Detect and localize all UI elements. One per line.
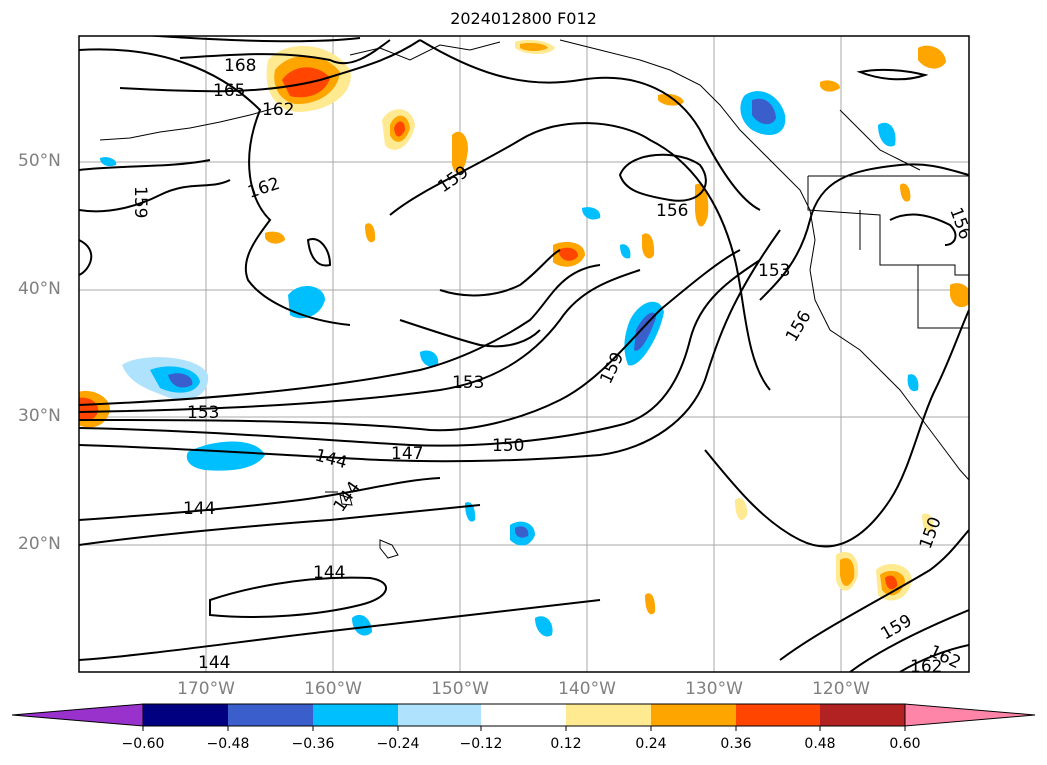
map-frame bbox=[78, 35, 970, 673]
contour-label: 162 bbox=[910, 657, 942, 677]
lat-label: 20°N bbox=[18, 534, 61, 554]
contour-label: 165 bbox=[213, 81, 245, 101]
map-background bbox=[79, 36, 969, 672]
colorbar-tick-label: 0.60 bbox=[889, 736, 921, 752]
lon-label: 170°W bbox=[177, 679, 235, 699]
colorbar-swatch bbox=[143, 704, 228, 726]
colorbar-swatch bbox=[651, 704, 736, 726]
contour-label: 144 bbox=[183, 499, 215, 519]
contour-label: 168 bbox=[224, 56, 256, 76]
colorbar-max-extend bbox=[904, 703, 1036, 727]
contour-label: 153 bbox=[187, 403, 219, 423]
colorbar-tick-label: −0.36 bbox=[291, 736, 335, 752]
colorbar-swatch bbox=[566, 704, 651, 726]
lat-label: 50°N bbox=[18, 151, 61, 171]
colorbar-tick-label: −0.24 bbox=[376, 736, 420, 752]
lon-label: 130°W bbox=[685, 679, 743, 699]
colorbar bbox=[11, 703, 1036, 731]
positive-anomaly-fills bbox=[79, 40, 969, 615]
lon-label: 160°W bbox=[304, 679, 362, 699]
colorbar-min-extend bbox=[11, 703, 144, 727]
contour-label: 150 bbox=[492, 436, 524, 456]
contour-label: 153 bbox=[758, 261, 790, 281]
colorbar-swatch bbox=[398, 704, 481, 726]
colorbar-tick-label: 0.12 bbox=[550, 736, 582, 752]
contour-label: 144 bbox=[198, 653, 230, 673]
contour-label: 156 bbox=[656, 201, 688, 221]
colorbar-tick-label: 0.36 bbox=[720, 736, 752, 752]
contour-label: 153 bbox=[452, 373, 484, 393]
colorbar-swatch bbox=[736, 704, 820, 726]
lon-label: 150°W bbox=[431, 679, 489, 699]
negative-anomaly-fills bbox=[100, 91, 919, 637]
lon-label: 120°W bbox=[812, 679, 870, 699]
colorbar-outline bbox=[142, 703, 906, 727]
plot-title: 2024012800 F012 bbox=[450, 9, 597, 28]
contour-label: 162 bbox=[262, 100, 294, 120]
colorbar-tick-label: 0.48 bbox=[804, 736, 836, 752]
contour-label: 147 bbox=[391, 444, 423, 464]
colorbar-swatch bbox=[481, 704, 566, 726]
height-contours bbox=[79, 36, 969, 672]
contour-label: 159 bbox=[130, 186, 150, 218]
lon-label: 140°W bbox=[558, 679, 616, 699]
colorbar-swatch bbox=[820, 704, 905, 726]
colorbar-tick-label: −0.60 bbox=[121, 736, 165, 752]
contour-label: 144 bbox=[313, 563, 345, 583]
colorbar-swatch bbox=[313, 704, 398, 726]
colorbar-tick-label: 0.24 bbox=[635, 736, 667, 752]
coastlines bbox=[99, 39, 969, 559]
colorbar-tick-label: −0.12 bbox=[459, 736, 503, 752]
colorbar-tick-label: −0.48 bbox=[206, 736, 250, 752]
lat-label: 30°N bbox=[18, 406, 61, 426]
colorbar-swatch bbox=[228, 704, 313, 726]
lat-label: 40°N bbox=[18, 279, 61, 299]
